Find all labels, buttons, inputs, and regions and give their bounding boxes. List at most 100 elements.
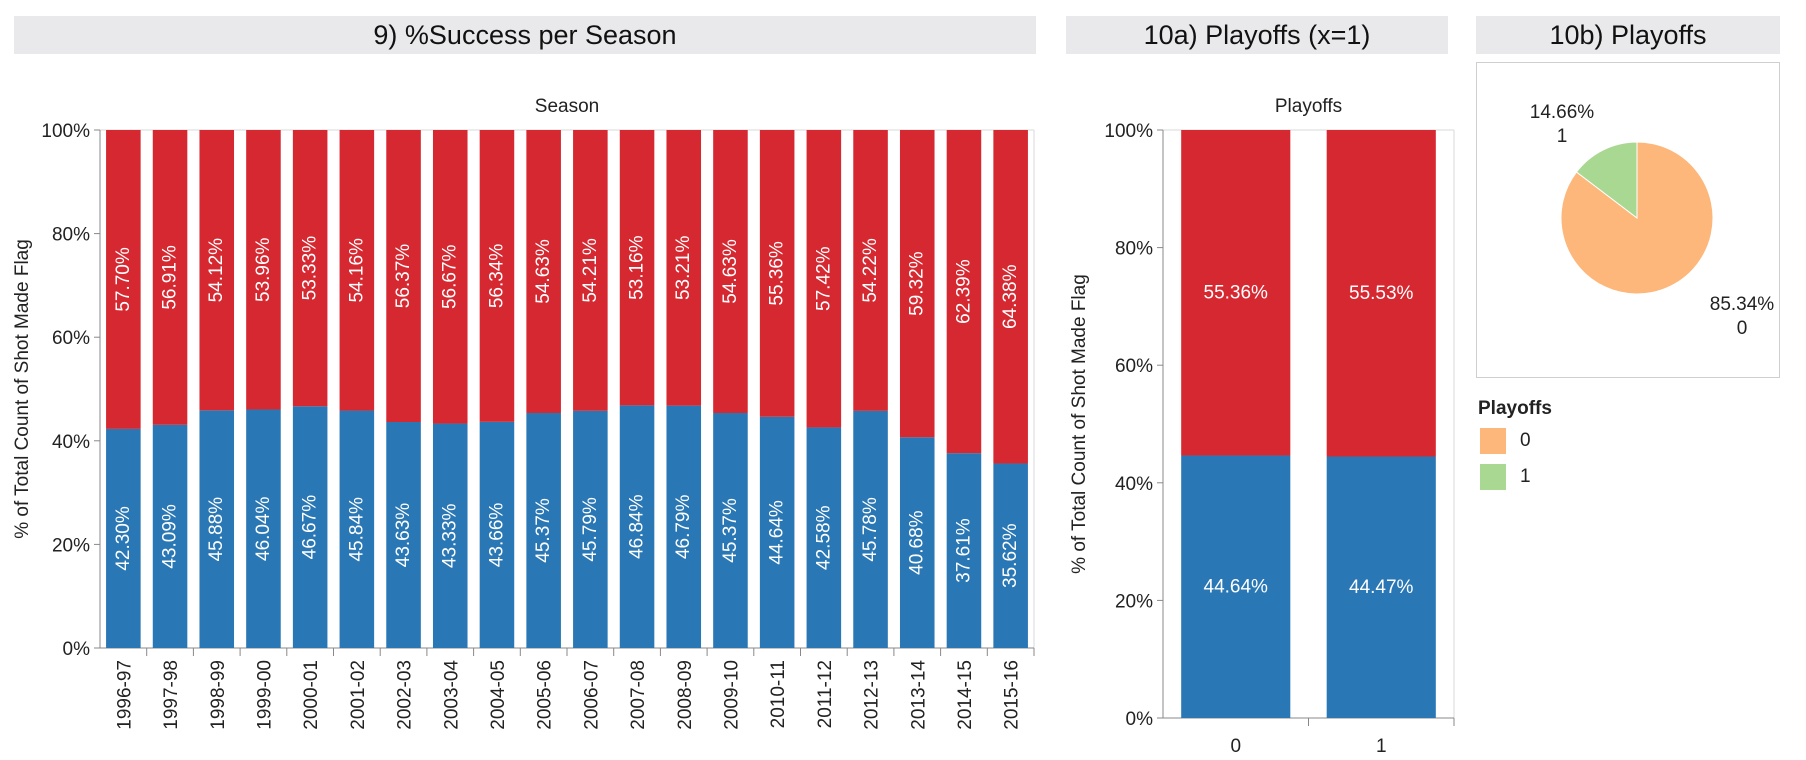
season-bar-made (479, 421, 515, 648)
season-bar-missed (573, 130, 608, 411)
season-bar-missed (292, 130, 328, 407)
season-x-tick-label: 2014-15 (955, 660, 976, 730)
season-x-tick-label: 2003-04 (441, 660, 462, 730)
season-bar-missed (946, 130, 982, 454)
season-bar-label: 37.61% (953, 518, 974, 583)
season-x-tick-label: 2010-11 (768, 660, 789, 728)
season-bar-label: 46.67% (300, 495, 321, 560)
season-bar-label: 56.37% (393, 244, 414, 309)
season-bar-label: 44.64% (767, 500, 788, 565)
season-bar-made (152, 424, 188, 648)
legend-item-0[interactable]: 0 (1480, 428, 1531, 454)
season-y-tick-label: 100% (41, 121, 90, 142)
season-x-tick-label: 2011-12 (815, 660, 836, 728)
season-chart-title: 9) %Success per Season (14, 16, 1036, 54)
season-bar-label: 54.63% (533, 239, 554, 304)
season-bar-label: 35.62% (1000, 523, 1021, 588)
playoffs-bar-chart-title: 10a) Playoffs (x=1) (1066, 16, 1448, 54)
pie-label-percent-0: 85.34% (1710, 294, 1775, 315)
season-bar-missed (666, 130, 702, 406)
season-bar-label: 59.32% (907, 251, 928, 316)
season-x-tick-label: 2012-13 (862, 660, 883, 730)
playoffs-y-tick-label: 60% (1115, 356, 1153, 377)
season-bar-made (806, 427, 842, 648)
season-bar-label: 45.88% (206, 497, 227, 562)
season-bar-label: 45.79% (580, 497, 601, 562)
season-bar-made (713, 412, 748, 648)
pie-slice-1 (1575, 141, 1638, 220)
season-x-tick-label: 2001-02 (348, 660, 369, 730)
playoffs-bar-label: 44.47% (1349, 577, 1414, 598)
season-bar-label: 46.79% (673, 494, 694, 559)
season-bar-label: 45.78% (860, 497, 881, 562)
playoffs-bar-label: 44.64% (1204, 576, 1269, 597)
playoffs-y-axis-title: % of Total Count of Shot Made Flag (1069, 274, 1090, 574)
season-bar-made (106, 428, 141, 648)
season-x-tick-label: 2006-07 (581, 660, 602, 730)
playoffs-x-tick-label: 0 (1230, 736, 1241, 757)
pie-label-category-0: 0 (1737, 318, 1748, 339)
season-y-tick-label: 60% (52, 328, 90, 349)
season-bar-label: 53.96% (253, 237, 274, 302)
season-bar-missed (152, 130, 188, 425)
playoffs-bar-missed (1326, 130, 1436, 457)
pie-label-percent-1: 14.66% (1530, 102, 1595, 123)
playoffs-y-tick-label: 40% (1115, 474, 1153, 495)
playoffs-pie-chart-title: 10b) Playoffs (1476, 16, 1780, 54)
season-bar-label: 56.91% (160, 245, 181, 310)
season-bar-label: 64.38% (1000, 264, 1021, 329)
season-bar-label: 42.30% (113, 506, 134, 571)
season-bar-made (339, 410, 375, 648)
season-x-tick-label: 2005-06 (535, 660, 556, 730)
season-bar-label: 45.37% (533, 498, 554, 563)
playoffs-y-tick-label: 80% (1115, 239, 1153, 260)
playoffs-header: Playoffs (1275, 96, 1342, 117)
season-bar-missed (526, 130, 561, 413)
legend-title: Playoffs (1478, 398, 1552, 419)
legend-item-1[interactable]: 1 (1480, 464, 1531, 490)
season-bar-missed (339, 130, 375, 411)
season-bar-missed (106, 130, 141, 429)
season-bar-label: 43.63% (393, 503, 414, 568)
season-bar-missed (853, 130, 888, 411)
season-bar-missed (899, 130, 935, 438)
legend-label-1: 1 (1520, 466, 1531, 487)
season-bar-label: 57.42% (813, 246, 834, 311)
season-bar-label: 53.16% (627, 235, 648, 300)
season-bar-label: 54.63% (720, 239, 741, 304)
season-bar-missed (713, 130, 748, 413)
season-bar-label: 54.12% (206, 238, 227, 303)
season-bar-label: 43.33% (440, 503, 461, 568)
playoffs-x-tick-label: 1 (1376, 736, 1387, 757)
season-bar-missed (759, 130, 795, 417)
season-x-tick-label: 2013-14 (908, 660, 929, 730)
playoffs-y-tick-label: 20% (1115, 591, 1153, 612)
season-x-tick-label: 2002-03 (395, 660, 416, 730)
season-y-axis-title: % of Total Count of Shot Made Flag (12, 239, 33, 539)
pie-slice-0 (1560, 141, 1714, 295)
season-bar-label: 56.34% (486, 244, 507, 309)
season-bar-label: 43.66% (486, 503, 507, 568)
season-bar-made (619, 405, 655, 648)
season-x-tick-label: 2007-08 (628, 660, 649, 730)
legend-label-0: 0 (1520, 430, 1531, 451)
season-bar-made (899, 437, 935, 648)
season-bar-label: 45.84% (346, 497, 367, 562)
season-bar-missed (246, 130, 281, 410)
pie-label-category-1: 1 (1557, 126, 1568, 147)
season-bar-missed (386, 130, 421, 422)
season-bar-missed (806, 130, 842, 428)
season-bar-label: 56.67% (440, 244, 461, 309)
season-bar-made (853, 410, 888, 648)
season-bar-made (386, 421, 421, 648)
season-x-tick-label: 1998-99 (208, 660, 229, 730)
season-bar-missed (199, 130, 235, 411)
playoffs-bar-made (1181, 455, 1291, 718)
season-header: Season (535, 96, 599, 117)
playoffs-y-tick-label: 0% (1126, 709, 1154, 730)
season-bar-label: 43.09% (160, 504, 181, 569)
season-bar-made (759, 416, 795, 648)
season-bar-missed (479, 130, 515, 422)
season-x-tick-label: 2015-16 (1002, 660, 1023, 730)
